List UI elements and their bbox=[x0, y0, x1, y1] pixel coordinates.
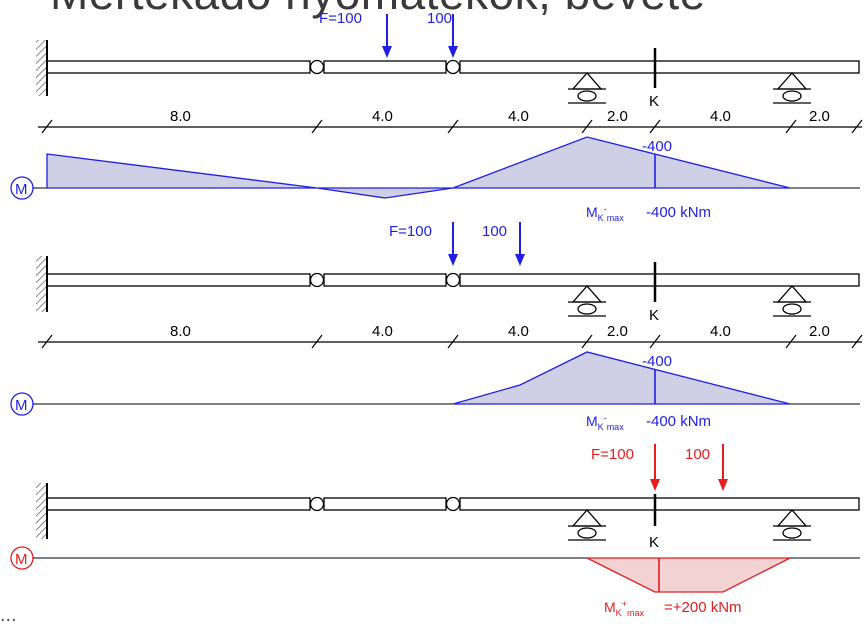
hinge-2 bbox=[445, 59, 461, 75]
result-label: MK-max -400 kNm bbox=[586, 204, 711, 223]
dim-label-4: 2.0 bbox=[607, 108, 628, 125]
svg-text:=+200 kNm: =+200 kNm bbox=[664, 599, 742, 616]
svg-text:-400 kNm: -400 kNm bbox=[646, 413, 711, 430]
roller-support-1 bbox=[568, 72, 606, 104]
load-f-arrow bbox=[382, 14, 392, 58]
roller-support-1 bbox=[568, 509, 606, 541]
load-f-arrow bbox=[650, 444, 660, 491]
fixed-wall-hatch bbox=[36, 483, 46, 539]
dim-label-5: 4.0 bbox=[710, 108, 731, 125]
load-f-label: F=100 bbox=[389, 223, 432, 240]
panel-2: F=100 100 K bbox=[10, 222, 863, 432]
svg-text:-400 kNm: -400 kNm bbox=[646, 204, 711, 221]
hinge-1 bbox=[309, 272, 325, 288]
footer-text: ... bbox=[0, 604, 17, 626]
load-100-label: 100 bbox=[482, 223, 507, 240]
moment-area bbox=[46, 136, 791, 199]
svg-text:MK+max: MK+max bbox=[604, 599, 644, 618]
panel-3: F=100 100 K M bbox=[10, 444, 860, 618]
roller-support-2 bbox=[773, 509, 811, 541]
dim-label-5: 4.0 bbox=[710, 323, 731, 340]
dim-label-1: 8.0 bbox=[170, 323, 191, 340]
dim-label-2: 4.0 bbox=[372, 323, 393, 340]
hinge-1 bbox=[309, 59, 325, 75]
hinge-2 bbox=[445, 496, 461, 512]
slide-title: Mértékadó nyomatékok, beveté bbox=[50, 0, 706, 20]
moment-k-value: -400 bbox=[642, 353, 672, 370]
dim-label-6: 2.0 bbox=[809, 323, 830, 340]
dim-label-1: 8.0 bbox=[170, 108, 191, 125]
panel-1: F=100 100 K bbox=[10, 10, 863, 223]
section-k-label: K bbox=[649, 307, 659, 324]
fixed-wall-hatch bbox=[36, 40, 46, 96]
roller-support-2 bbox=[773, 72, 811, 104]
moment-symbol: M bbox=[15, 181, 28, 198]
moment-area bbox=[586, 557, 791, 593]
section-k-label: K bbox=[649, 534, 659, 551]
roller-support-1 bbox=[568, 285, 606, 317]
load-100-label: 100 bbox=[427, 10, 452, 27]
load-f-label: F=100 bbox=[591, 446, 634, 463]
moment-symbol: M bbox=[15, 551, 28, 568]
dim-label-2: 4.0 bbox=[372, 108, 393, 125]
load-100-arrow bbox=[718, 444, 728, 491]
result-label: MK+max =+200 kNm bbox=[604, 599, 742, 618]
load-f-arrow bbox=[448, 222, 458, 266]
load-100-label: 100 bbox=[685, 446, 710, 463]
dim-label-4: 2.0 bbox=[607, 323, 628, 340]
moment-k-value: -400 bbox=[642, 138, 672, 155]
moment-area bbox=[452, 351, 791, 405]
dim-label-3: 4.0 bbox=[508, 323, 529, 340]
hinge-1 bbox=[309, 496, 325, 512]
load-f-label: F=100 bbox=[319, 10, 362, 27]
load-100-arrow bbox=[515, 222, 525, 266]
moment-symbol: M bbox=[15, 397, 28, 414]
section-k-label: K bbox=[649, 93, 659, 110]
result-label: MK-max -400 kNm bbox=[586, 413, 711, 432]
dimension-line bbox=[38, 119, 863, 134]
dimension-line bbox=[38, 334, 863, 349]
hinge-2 bbox=[445, 272, 461, 288]
fixed-wall-hatch bbox=[36, 256, 46, 312]
svg-text:MK-max: MK-max bbox=[586, 204, 624, 223]
load-100-arrow bbox=[448, 14, 458, 58]
dim-label-6: 2.0 bbox=[809, 108, 830, 125]
dim-label-3: 4.0 bbox=[508, 108, 529, 125]
svg-text:MK-max: MK-max bbox=[586, 413, 624, 432]
roller-support-2 bbox=[773, 285, 811, 317]
